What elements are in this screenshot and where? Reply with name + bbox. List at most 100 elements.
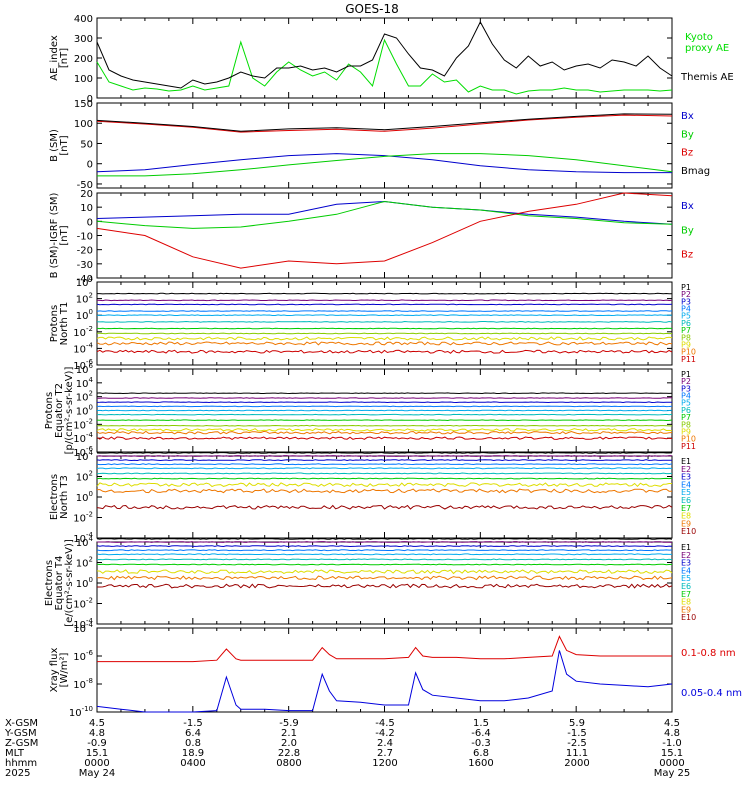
legend-label-E10: E10	[681, 613, 696, 622]
legend-label-E1: E1	[681, 457, 691, 466]
series-line-P10	[96, 430, 673, 435]
legend-label-P10: P10	[681, 435, 696, 444]
legend-label-E3: E3	[681, 473, 691, 482]
series-line-P6	[96, 320, 673, 323]
y-tick-label: 100	[74, 119, 93, 130]
y-tick-label: 100	[76, 490, 93, 504]
y-axis-label: Equator T4	[54, 556, 65, 611]
legend-label-P11: P11	[681, 442, 696, 451]
y-tick-label: 50	[80, 139, 93, 150]
legend-label-P11: P11	[681, 355, 696, 364]
legend-label-Kyoto proxy AE: proxy AE	[685, 43, 729, 54]
legend-label-P4: P4	[681, 392, 691, 401]
footer-value: 5.9	[569, 718, 585, 729]
y-tick-label: 10-10	[69, 705, 93, 719]
series-line-P9	[96, 336, 673, 341]
footer-value: -4.5	[375, 718, 395, 729]
series-line-E6	[96, 558, 673, 561]
y-tick-label: 106	[76, 362, 94, 376]
footer-value: -6.4	[471, 728, 491, 739]
footer-value: May 25	[654, 768, 691, 779]
legend-label-E9: E9	[681, 605, 691, 614]
footer-value: 22.8	[278, 748, 300, 759]
series-line-0.05-0.4 nm	[96, 650, 673, 713]
footer-row-label: Y-GSM	[4, 728, 37, 739]
series-line-Bz	[96, 192, 673, 269]
series-line-E3	[96, 545, 673, 548]
legend-label-P3: P3	[681, 297, 691, 306]
series-line-Bx	[96, 153, 672, 174]
series-line-E1	[96, 537, 673, 540]
panel-frame	[96, 192, 673, 279]
footer-value: -4.2	[375, 728, 395, 739]
series-line-E9	[97, 488, 672, 494]
y-axis-label: [e/(cm²-s-sr-keV)]	[64, 539, 75, 627]
legend-label-P4: P4	[681, 305, 691, 314]
plot-title: GOES-18	[345, 2, 399, 16]
series-line-E4	[96, 549, 673, 552]
y-axis-label: Electrons	[49, 474, 60, 520]
legend-label-Kyoto proxy AE: Kyoto	[685, 32, 713, 43]
legend-label-P2: P2	[681, 290, 691, 299]
legend-label-P8: P8	[681, 333, 691, 342]
legend-label-0.1-0.8 nm: 0.1-0.8 nm	[681, 648, 736, 659]
series-line-P2	[96, 397, 672, 399]
footer-row-label: Z-GSM	[5, 738, 38, 749]
footer-value: 2000	[564, 758, 589, 769]
series-line-E2	[97, 541, 673, 543]
legend-label-By: By	[681, 225, 694, 236]
legend-label-E5: E5	[681, 488, 691, 497]
panel-1: -50 0 50 100 150 B (SM) [nT] Bx By Bz Bmag	[49, 99, 710, 191]
legend-label-P5: P5	[681, 399, 691, 408]
legend-label-P2: P2	[681, 377, 691, 386]
y-tick-label: 104	[76, 376, 94, 390]
legend-label-P6: P6	[681, 406, 691, 415]
footer-value: 0800	[276, 758, 301, 769]
y-axis-label: [nT]	[59, 48, 70, 68]
footer-value: -0.3	[471, 738, 491, 749]
legend-label-P9: P9	[681, 427, 691, 436]
legend-label-E6: E6	[681, 496, 691, 505]
legend-label-E3: E3	[681, 559, 691, 568]
legend-label-E2: E2	[681, 551, 691, 560]
y-tick-label: 10-4	[73, 431, 93, 445]
y-axis-label: Electrons	[44, 560, 55, 606]
series-line-E5	[96, 553, 672, 556]
series-line-Bx	[96, 200, 673, 225]
legend-label-Bmag: Bmag	[681, 166, 710, 177]
series-line-Bmag	[96, 113, 673, 132]
series-line-Themis AE	[96, 20, 673, 89]
series-line-E10	[97, 583, 673, 589]
series-line-E3	[96, 459, 672, 462]
footer-value: 2.7	[377, 748, 393, 759]
footer-row-label: MLT	[5, 748, 25, 759]
footer-value: 6.4	[185, 728, 201, 739]
orbit-footer: X-GSM 4.5 -1.5 -5.9 -4.5 1.5 5.9 4.5 Y-GSM 4.8 6.4…	[4, 718, 690, 779]
y-tick-label: 102	[76, 390, 93, 404]
y-axis-label: [nT]	[59, 135, 70, 155]
legend-label-E4: E4	[681, 566, 691, 575]
series-line-By	[96, 200, 673, 229]
legend-label-P1: P1	[681, 370, 691, 379]
y-axis-label: Protons	[49, 305, 60, 342]
footer-value: 0000	[84, 758, 109, 769]
legend-label-P5: P5	[681, 312, 691, 321]
y-tick-label: 10-2	[73, 325, 93, 339]
series-line-P6	[96, 413, 673, 416]
series-line-E4	[96, 463, 673, 466]
footer-row-label: hhmm	[5, 758, 37, 769]
legend-label-P7: P7	[681, 413, 691, 422]
y-tick-label: 300	[74, 34, 93, 45]
legend-label-Bz: Bz	[681, 250, 693, 261]
series-line-P8	[97, 332, 673, 335]
footer-value: 1600	[468, 758, 493, 769]
series-line-P5	[96, 409, 673, 412]
footer-value: 15.1	[86, 748, 108, 759]
series-line-Bz	[96, 114, 673, 133]
series-line-P11	[96, 436, 673, 440]
panel-6: 10-4 10-2 100 102 104 Electrons Equator T4 [e/(…	[44, 535, 696, 631]
panel-7: 10-10 10-8 10-6 10-4 Xray flux [W/m²] 0.1-0.8 …	[49, 621, 742, 719]
y-tick-label: 102	[76, 292, 93, 306]
y-tick-label: 10-4	[73, 341, 93, 355]
legend-label-E7: E7	[681, 504, 691, 513]
